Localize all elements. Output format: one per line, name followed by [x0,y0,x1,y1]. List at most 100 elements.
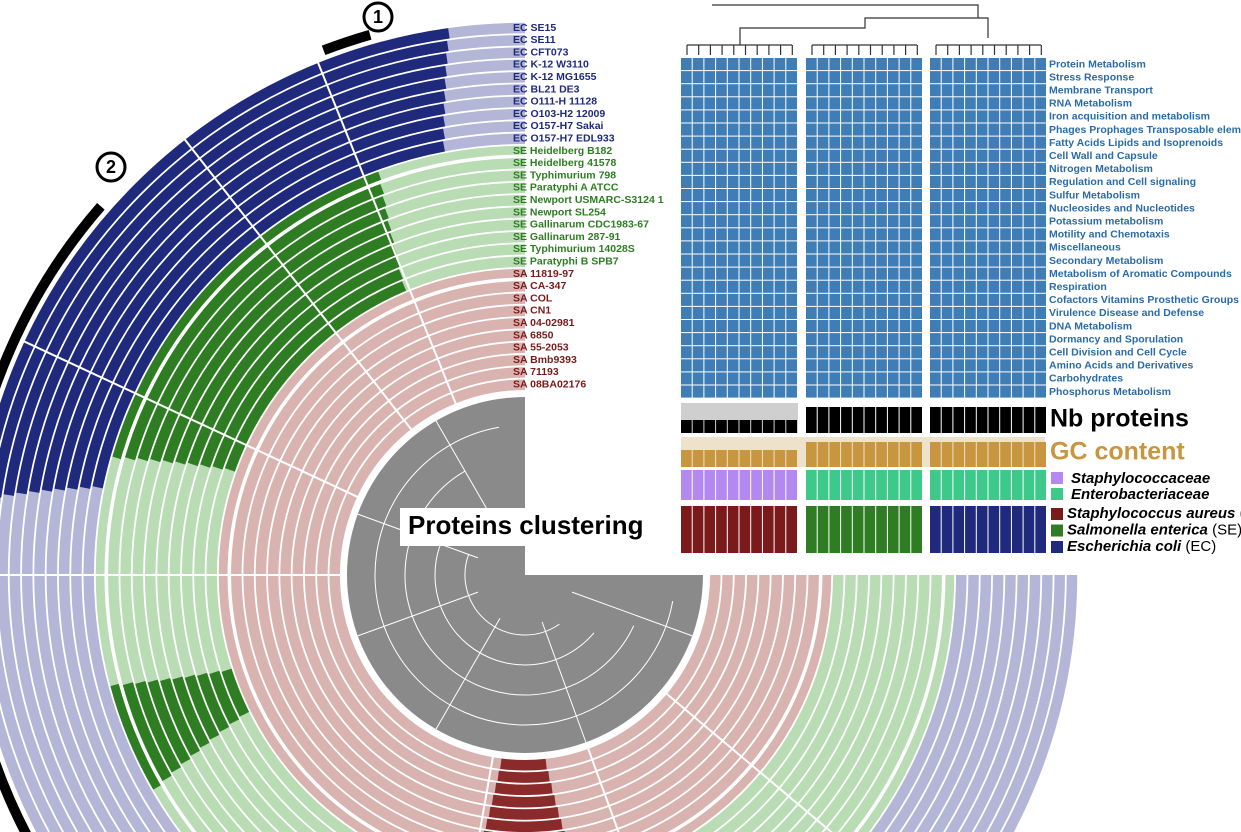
heatmap-cell [852,149,864,162]
heatmap-cell [876,149,887,162]
family-cell [727,470,739,500]
heatmap-cell [930,84,941,97]
heatmap-cell [864,254,876,267]
family-cell [806,470,817,500]
heatmap-cell [887,123,899,136]
heatmap-cell [762,162,774,175]
genome-label: EC SE11 [513,34,556,46]
heatmap-cell [841,58,852,71]
heatmap-cell [704,333,716,346]
heatmap-cell [852,241,864,254]
heatmap-cell [841,333,852,346]
heatmap-cell [911,306,922,319]
heatmap-cell [1011,372,1023,385]
center-label: Proteins clustering [408,510,644,540]
heatmap-cell [704,241,716,254]
heatmap-cell [692,97,704,110]
species-label: Staphylococcus aureus (SA) [1067,505,1241,522]
heatmap-cell [739,202,751,215]
species-cell [852,506,864,553]
heatmap-cell [829,228,841,241]
heatmap-cell [762,385,774,398]
heatmap-cell [941,280,953,293]
heatmap-cell [786,123,797,136]
heatmap-cell [941,267,953,280]
heatmap-cell [930,320,941,333]
genome-label: SE Newport USMARC-S3124 1 [513,194,664,206]
heatmap-cell [681,71,692,84]
function-label: Secondary Metabolism [1049,255,1163,267]
heatmap-cell [1000,372,1011,385]
heatmap-cell [930,189,941,202]
heatmap-cell [976,202,988,215]
heatmap-cell [817,306,829,319]
heatmap-cell [681,293,692,306]
heatmap-cell [716,241,727,254]
heatmap-cell [911,280,922,293]
genome-ring [292,342,758,808]
heatmap-cell [876,385,887,398]
species-code: (EC) [1185,538,1216,555]
genome-ring-dark [41,90,446,492]
gc-bar [976,442,988,467]
heatmap-cell [911,202,922,215]
heatmap-cell [841,320,852,333]
heatmap-cell [988,254,1000,267]
heatmap-cell [774,333,786,346]
heatmap-cell [911,149,922,162]
heatmap-cell [806,97,817,110]
heatmap-cell [965,202,976,215]
genome-ring-dark [0,40,449,498]
heatmap-cell [864,123,876,136]
genome-ring [304,354,746,796]
heatmap-cell [774,58,786,71]
heatmap-cell [681,58,692,71]
heatmap-cell [716,320,727,333]
heatmap-cell [965,189,976,202]
heatmap-cell [681,123,692,136]
gc-bar [716,450,727,467]
heatmap-cell [911,241,922,254]
heatmap-cell [739,110,751,123]
gc-bar [876,442,887,467]
heatmap-cell [965,254,976,267]
heatmap-cell [817,254,829,267]
genome-label: SE Typhimurium 798 [513,169,616,181]
heatmap-cell [930,346,941,359]
heatmap-cell [704,320,716,333]
heatmap-cell [727,333,739,346]
heatmap-cell [864,175,876,188]
gc-bar [692,450,704,467]
group-separator [227,277,823,832]
heatmap-cell [751,149,762,162]
heatmap-cell [739,228,751,241]
heatmap-cell [899,110,911,123]
heatmap-cell [1035,162,1046,175]
heatmap-cell [876,267,887,280]
genome-ring-dark [184,674,220,740]
heatmap-cell [852,162,864,175]
heatmap-cell [899,385,911,398]
heatmap-cell [786,241,797,254]
genome-ring-dark [221,668,250,717]
heatmap-cell [887,58,899,71]
heatmap-cell [911,136,922,149]
nb-bar [988,407,1000,433]
genome-ring-dark [494,782,553,796]
heatmap-cell [751,215,762,228]
heatmap-cell [887,149,899,162]
heatmap-cell [762,97,774,110]
heatmap-cell [829,58,841,71]
heatmap-cell [716,202,727,215]
heatmap-cell [941,110,953,123]
heatmap-cell [739,372,751,385]
heatmap-cell [852,372,864,385]
heatmap-cell [704,110,716,123]
genome-ring-dark [135,680,181,773]
heatmap-cell [953,254,965,267]
heatmap-cell [864,228,876,241]
heatmap-cell [876,189,887,202]
heatmap-cell [692,267,704,280]
heatmap-cell [817,372,829,385]
gc-bar [751,450,762,467]
